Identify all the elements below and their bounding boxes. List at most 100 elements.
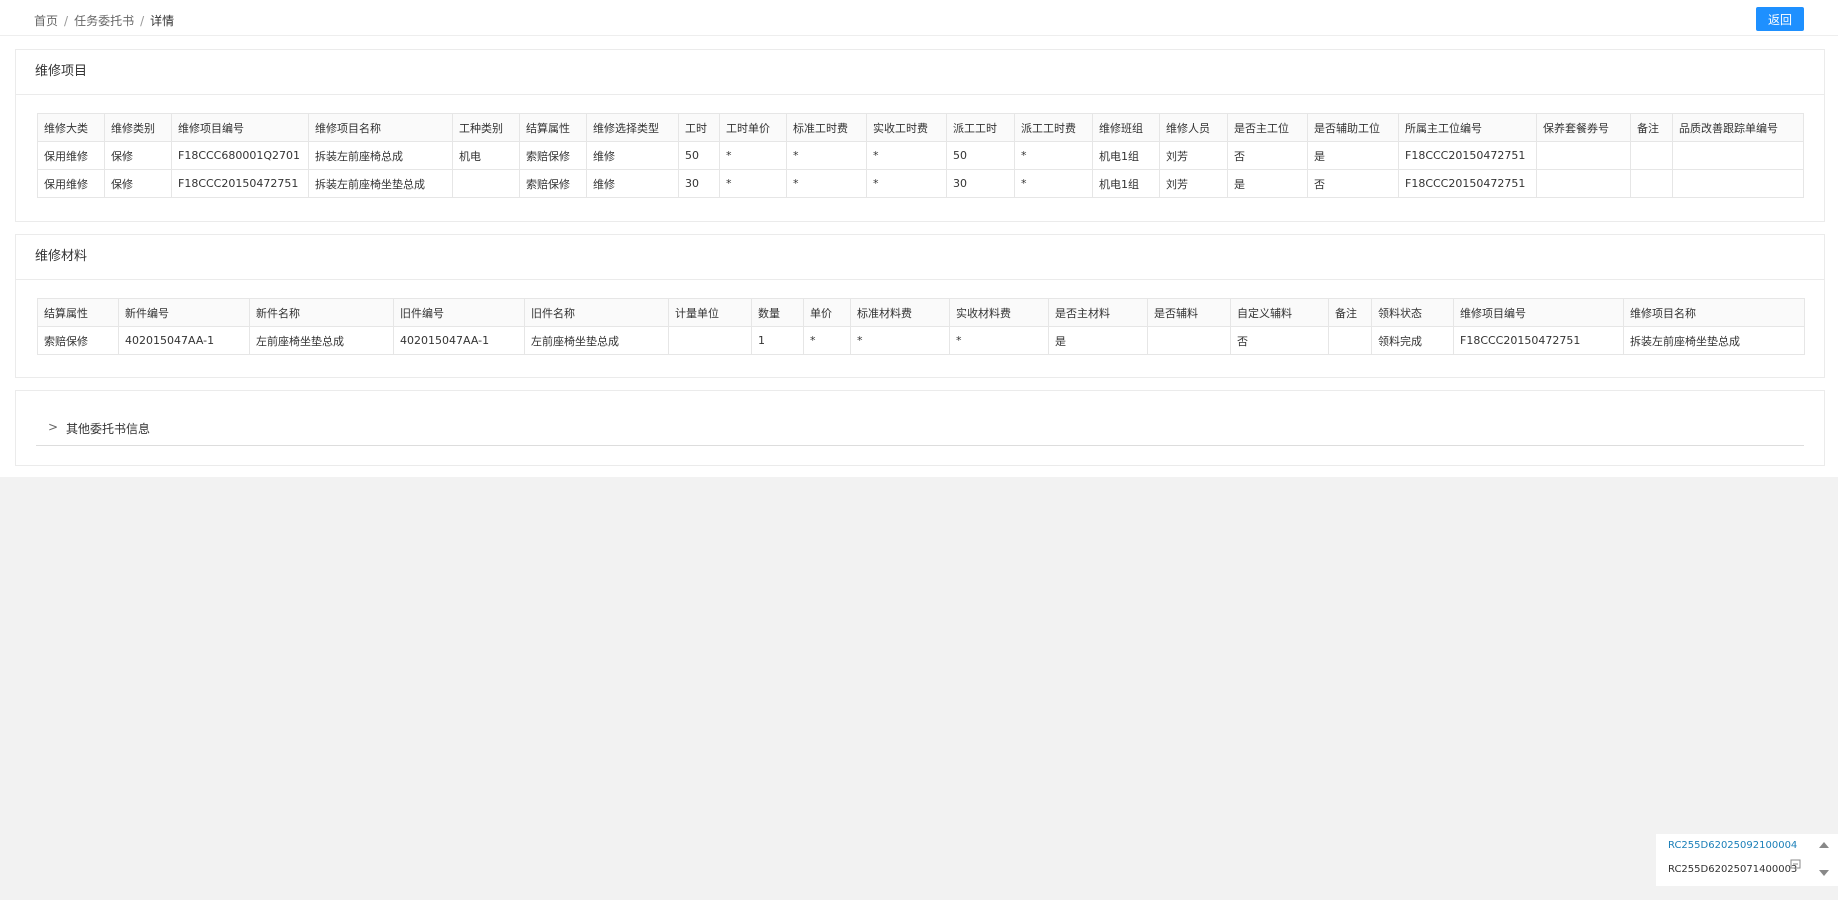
content: 首页 / 任务委托书 / 详情 返回 维修项目 维修大类 维修类别 维修项目编号 维修项目名称… [0, 0, 1838, 477]
table-cell: 左前座椅坐垫总成 [249, 326, 394, 355]
column-header: 工时单价 [719, 113, 787, 142]
table-cell [452, 169, 520, 198]
column-header: 工时 [678, 113, 720, 142]
table-cell: * [719, 141, 787, 170]
column-header: 标准工时费 [786, 113, 867, 142]
table-cell: F18CCC20150472751 [1398, 169, 1537, 198]
table-cell: 刘芳 [1159, 141, 1228, 170]
crumb-current: 详情 [150, 14, 175, 28]
column-header: 维修类别 [104, 113, 172, 142]
column-header: 工种类别 [452, 113, 520, 142]
crumb-link[interactable]: 首页 [34, 14, 59, 28]
column-header: 结算属性 [37, 298, 119, 327]
table-cell: F18CCC20150472751 [1398, 141, 1537, 170]
table-cell: F18CCC680001Q2701 [171, 141, 309, 170]
table-cell [1672, 169, 1804, 198]
table: 结算属性 新件编号 新件名称 旧件编号 旧件名称 计量单位 数量 单价 标准材料费 实收材料费 是否… [37, 298, 1805, 355]
table-cell: 50 [946, 141, 1015, 170]
table-cell: 是 [1307, 141, 1399, 170]
table-cell: * [1014, 169, 1093, 198]
scroll-icons [1790, 842, 1829, 876]
table-cell: 机电1组 [1092, 169, 1160, 198]
column-header: 数量 [751, 298, 804, 327]
table-cell: * [786, 141, 867, 170]
table-cell: 否 [1307, 169, 1399, 198]
table-cell: * [866, 141, 947, 170]
card [15, 390, 1825, 466]
table-cell: 402015047AA-1 [393, 326, 525, 355]
table-cell: * [850, 326, 950, 355]
table-cell [1630, 141, 1673, 170]
column-header: 新件名称 [249, 298, 394, 327]
column-header: 实收材料费 [949, 298, 1049, 327]
table-cell: * [1014, 141, 1093, 170]
crumb-link[interactable]: 任务委托书 [74, 14, 135, 28]
column-header: 是否辅助工位 [1307, 113, 1399, 142]
table-cell: * [803, 326, 851, 355]
section-title: 维修项目 [16, 50, 1824, 95]
table-cell: F18CCC20150472751 [1453, 326, 1624, 355]
table-cell [1536, 141, 1631, 170]
column-header: 派工工时费 [1014, 113, 1093, 142]
header-row: 结算属性 新件编号 新件名称 旧件编号 旧件名称 计量单位 数量 单价 标准材料费 实收材料费 是否… [37, 298, 1805, 327]
header-row: 维修大类 维修类别 维修项目编号 维修项目名称 工种类别 结算属性 维修选择类型 工时 工时单价… [37, 113, 1804, 142]
table-cell: * [719, 169, 787, 198]
card: 维修材料 结算属性 新件编号 新件名称 旧件编号 旧件名称 计量单位 数量 单价 标准材料费 实收… [15, 234, 1825, 378]
column-header: 维修班组 [1092, 113, 1160, 142]
column-header: 领料状态 [1371, 298, 1454, 327]
table-cell: 保修 [104, 141, 172, 170]
table-row: 索赔保修 402015047AA-1 左前座椅坐垫总成 402015047AA-1 左前… [37, 326, 1805, 355]
column-header: 结算属性 [519, 113, 587, 142]
table-cell: 1 [751, 326, 804, 355]
column-header: 是否主材料 [1048, 298, 1148, 327]
card: 维修项目 维修大类 维修类别 维修项目编号 维修项目名称 工种类别 结算属性 维修选择类型工… [15, 49, 1825, 222]
collapse-header[interactable]: > 其他委托书信息 [36, 414, 1804, 446]
column-header: 品质改善跟踪单编号 [1672, 113, 1804, 142]
column-header: 派工工时 [946, 113, 1015, 142]
table-cell: 否 [1230, 326, 1329, 355]
column-header: 计量单位 [668, 298, 752, 327]
table-cell: 保修 [104, 169, 172, 198]
column-header: 新件编号 [118, 298, 250, 327]
table-cell [1328, 326, 1372, 355]
table-cell: * [866, 169, 947, 198]
table-cell: 领料完成 [1371, 326, 1454, 355]
column-header: 维修选择类型 [586, 113, 679, 142]
table-cell: 保用维修 [37, 169, 105, 198]
table-cell: 30 [678, 169, 720, 198]
table-cell [1630, 169, 1673, 198]
table-cell [1536, 169, 1631, 198]
table-cell: F18CCC20150472751 [171, 169, 309, 198]
table-cell: 是 [1048, 326, 1148, 355]
table-cell: 30 [946, 169, 1015, 198]
column-header: 旧件编号 [393, 298, 525, 327]
table-cell: 机电1组 [1092, 141, 1160, 170]
list-item[interactable]: RC255D62025071400003 [1668, 864, 1798, 875]
table-cell [1672, 141, 1804, 170]
breadcrumb: 首页 / 任务委托书 / 详情 [34, 14, 175, 28]
table-cell: 索赔保修 [519, 141, 587, 170]
table-row: 保用维修 保修 F18CCC20150472751 拆装左前座椅坐垫总成 索赔保修 维修 3… [37, 169, 1804, 198]
column-header: 是否主工位 [1227, 113, 1308, 142]
table-cell: 否 [1227, 141, 1308, 170]
column-header: 旧件名称 [524, 298, 669, 327]
back-button[interactable]: 返回 [1756, 7, 1804, 31]
table-cell [1147, 326, 1231, 355]
table: 维修大类 维修类别 维修项目编号 维修项目名称 工种类别 结算属性 维修选择类型 工时 工时单价… [37, 113, 1804, 198]
list-item[interactable]: RC255D62025092100004 [1668, 840, 1798, 851]
table-row: 保用维修 保修 F18CCC680001Q2701 拆装左前座椅总成 机电 索赔保修 维修 5… [37, 141, 1804, 170]
column-header: 维修项目名称 [308, 113, 453, 142]
collapse-title: 其他委托书信息 [66, 422, 151, 436]
table-cell: 刘芳 [1159, 169, 1228, 198]
column-header: 备注 [1630, 113, 1673, 142]
table-cell: 拆装左前座椅坐垫总成 [308, 169, 453, 198]
table-cell: 机电 [452, 141, 520, 170]
table-cell: * [786, 169, 867, 198]
column-header: 所属主工位编号 [1398, 113, 1537, 142]
table-cell [668, 326, 752, 355]
table-cell: 索赔保修 [37, 326, 119, 355]
column-header: 备注 [1328, 298, 1372, 327]
column-header: 维修项目编号 [1453, 298, 1624, 327]
column-header: 维修项目编号 [171, 113, 309, 142]
